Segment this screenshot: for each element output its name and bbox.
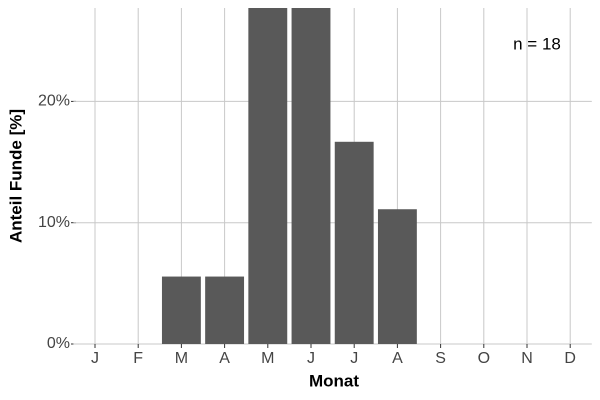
x-tick-label: O <box>478 350 490 367</box>
y-axis-title: Anteil Funde [%] <box>6 109 25 243</box>
x-tick-label: F <box>133 350 143 367</box>
x-tick-label: N <box>521 350 533 367</box>
x-axis-title: Monat <box>309 371 359 390</box>
x-tick-label: D <box>564 350 576 367</box>
x-tick-label: A <box>219 350 230 367</box>
bar <box>377 209 417 344</box>
x-tick-label: M <box>261 350 274 367</box>
annotation: n = 18 <box>513 34 561 53</box>
x-tick-label: A <box>392 350 403 367</box>
y-tick-label: 20% <box>38 93 70 110</box>
bar <box>248 8 288 344</box>
bar <box>205 276 245 344</box>
bar <box>291 8 331 344</box>
x-tick-label: S <box>435 350 446 367</box>
x-tick-label: J <box>350 350 358 367</box>
y-tick-label: 0% <box>47 335 70 352</box>
y-tick-label: 10% <box>38 214 70 231</box>
bar <box>161 276 201 344</box>
bar <box>334 141 374 344</box>
x-tick-label: M <box>175 350 188 367</box>
x-tick-label: J <box>307 350 315 367</box>
x-tick-label: J <box>91 350 99 367</box>
